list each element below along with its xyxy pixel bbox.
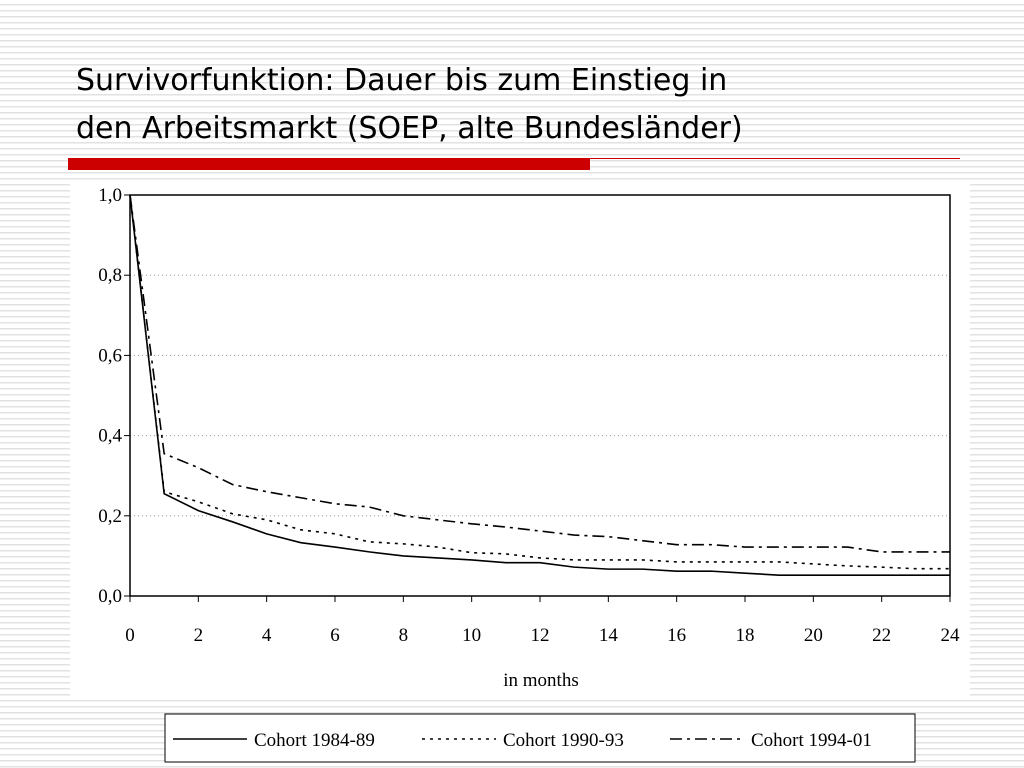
x-tick-label: 0	[125, 625, 135, 646]
x-tick-label: 14	[599, 625, 619, 646]
series-line	[129, 194, 950, 576]
title-line: den Arbeitsmarkt (SOEP, alte Bundeslände…	[76, 111, 743, 146]
x-tick-label: 16	[667, 625, 686, 646]
x-tick-label: 24	[941, 625, 961, 646]
legend-label: Cohort 1990-93	[503, 730, 624, 751]
y-tick-label: 0,2	[98, 506, 122, 527]
series-line	[129, 194, 950, 570]
chart: 0,00,20,40,60,81,00 2 4 6 8 10 12 14 16 18 20 22 24i…	[98, 185, 960, 751]
x-tick-label: 6	[330, 625, 340, 646]
x-tick-label: 22	[872, 625, 891, 646]
x-tick-label: 12	[531, 625, 550, 646]
y-tick-label: 0,6	[98, 345, 122, 366]
x-tick-label: 18	[736, 625, 755, 646]
plot-frame	[129, 194, 951, 597]
legend-label: Cohort 1984-89	[254, 730, 375, 751]
y-tick-label: 0,4	[98, 426, 122, 447]
title-bar	[68, 158, 590, 170]
y-tick-label: 0,8	[98, 265, 122, 286]
y-tick-label: 0,0	[98, 586, 122, 607]
x-tick-label: 10	[462, 625, 481, 646]
x-tick-label: 8	[399, 625, 409, 646]
x-axis-label: in months	[503, 670, 578, 691]
x-tick-label: 20	[804, 625, 823, 646]
x-tick-label: 2	[194, 625, 204, 646]
x-tick-label: 4	[262, 625, 272, 646]
legend-box	[164, 713, 916, 763]
legend-label: Cohort 1994-01	[751, 730, 872, 751]
chart-area	[70, 180, 970, 700]
y-tick-label: 1,0	[98, 185, 122, 206]
title-line: Survivorfunktion: Dauer bis zum Einstieg…	[76, 63, 727, 98]
